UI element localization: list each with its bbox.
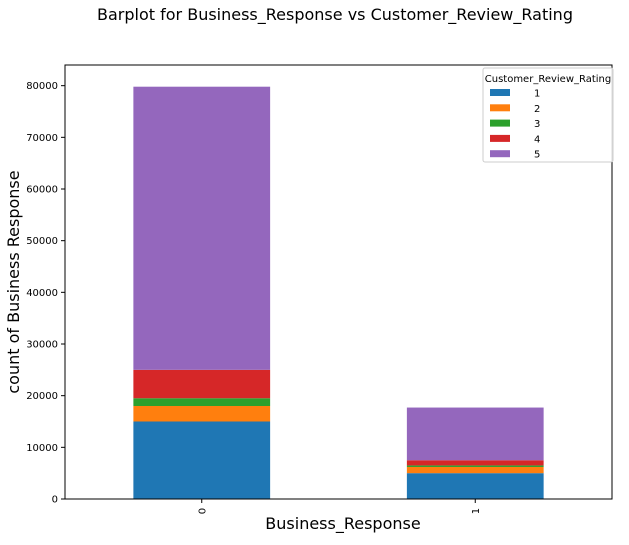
x-tick-label: 0 <box>197 508 208 514</box>
legend-swatch-rating-1 <box>490 89 510 96</box>
legend-swatch-rating-2 <box>490 104 510 112</box>
y-tick-label: 30000 <box>26 340 58 351</box>
y-tick-label: 70000 <box>26 133 58 144</box>
plot-area <box>133 86 544 499</box>
bar-segment-0-rating-5 <box>133 86 271 370</box>
legend-swatch-rating-4 <box>490 134 510 142</box>
bar-segment-1-rating-1 <box>406 473 544 499</box>
y-tick-label: 0 <box>52 495 58 506</box>
y-tick-label: 20000 <box>26 391 58 402</box>
bar-segment-1-rating-2 <box>406 466 544 474</box>
plot-frame <box>64 64 613 500</box>
legend-swatch-rating-5 <box>490 150 510 158</box>
y-tick-label: 50000 <box>26 236 58 247</box>
legend-swatch-rating-3 <box>490 119 510 127</box>
chart-title: Barplot for Business_Response vs Custome… <box>97 5 573 25</box>
legend-title: Customer_Review_Rating <box>485 74 612 85</box>
bar-segment-0-rating-1 <box>133 421 271 499</box>
bar-segment-1-rating-5 <box>406 407 544 461</box>
legend-label-rating-4: 4 <box>534 134 540 145</box>
legend: Customer_Review_Rating 1 2 3 4 5 <box>482 67 614 163</box>
legend-box <box>482 67 614 163</box>
x-axis-label: Business_Response <box>265 514 420 534</box>
x-tick-label: 1 <box>471 508 482 514</box>
y-tick-label: 60000 <box>26 185 58 196</box>
bar-segment-1-rating-3 <box>406 465 544 467</box>
y-axis: 0 10000 20000 30000 40000 50000 60000 70000 8000… <box>26 81 65 506</box>
bar-segment-0-rating-3 <box>133 398 271 406</box>
y-tick-label: 10000 <box>26 443 58 454</box>
legend-label-rating-1: 1 <box>534 89 540 100</box>
bar-segment-0-rating-2 <box>133 406 271 422</box>
bar-segment-0-rating-4 <box>133 369 271 399</box>
bar-segment-1-rating-4 <box>406 460 544 466</box>
y-tick-label: 80000 <box>26 81 58 92</box>
legend-items: 1 2 3 4 5 <box>490 89 540 161</box>
legend-label-rating-2: 2 <box>534 104 540 115</box>
y-tick-label: 40000 <box>26 288 58 299</box>
legend-label-rating-3: 3 <box>534 119 540 130</box>
y-axis-label: count of Business Response <box>4 170 23 393</box>
legend-label-rating-5: 5 <box>534 150 540 161</box>
